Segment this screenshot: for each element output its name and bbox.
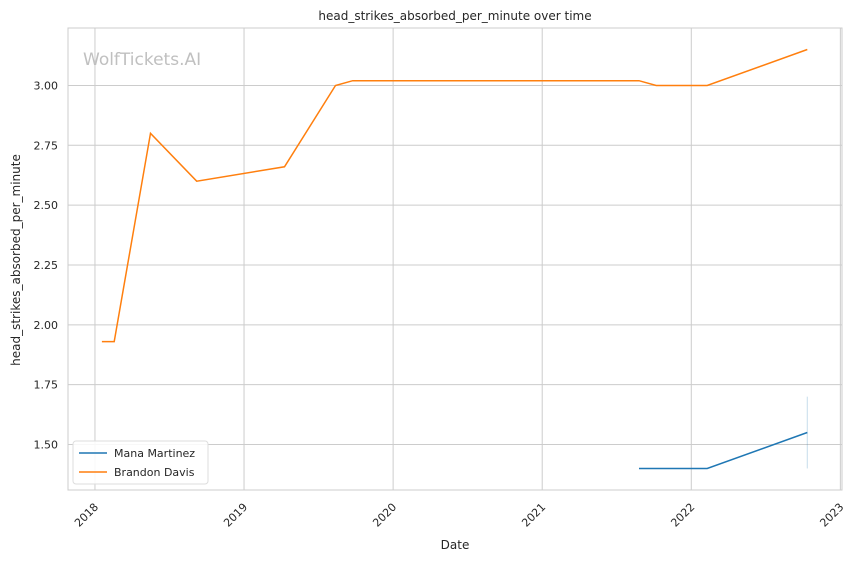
y-tick-label: 2.00 xyxy=(34,319,59,332)
series-line-mana-martinez xyxy=(639,431,808,470)
x-tick-label: 2019 xyxy=(221,501,250,530)
y-tick-label: 2.75 xyxy=(34,139,59,152)
watermark: WolfTickets.AI xyxy=(83,50,201,70)
legend-box xyxy=(72,440,209,485)
x-axis-label: Date xyxy=(441,538,470,552)
y-tick-label: 2.25 xyxy=(34,259,59,272)
y-tick-label: 1.75 xyxy=(34,379,59,392)
x-tick-label: 2023 xyxy=(817,501,846,530)
plot-frame xyxy=(67,27,843,491)
x-tick-label: 2018 xyxy=(72,501,101,530)
y-tick-label: 2.50 xyxy=(34,199,59,212)
x-tick-label: 2020 xyxy=(370,501,399,530)
series-line-brandon-davis xyxy=(101,48,808,343)
y-tick-label: 1.50 xyxy=(34,439,59,452)
grid xyxy=(68,28,842,490)
legend: Mana Martinez Brandon Davis xyxy=(72,440,209,485)
legend-label-mana-martinez: Mana Martinez xyxy=(114,447,195,460)
y-tick-label: 3.00 xyxy=(34,79,59,92)
legend-label-brandon-davis: Brandon Davis xyxy=(114,466,195,479)
series-layer xyxy=(101,48,808,470)
y-axis-label: head_strikes_absorbed_per_minute xyxy=(9,154,23,366)
x-tick-label: 2021 xyxy=(519,501,548,530)
x-tick-label: 2022 xyxy=(668,501,697,530)
chart-title: head_strikes_absorbed_per_minute over ti… xyxy=(318,9,591,23)
